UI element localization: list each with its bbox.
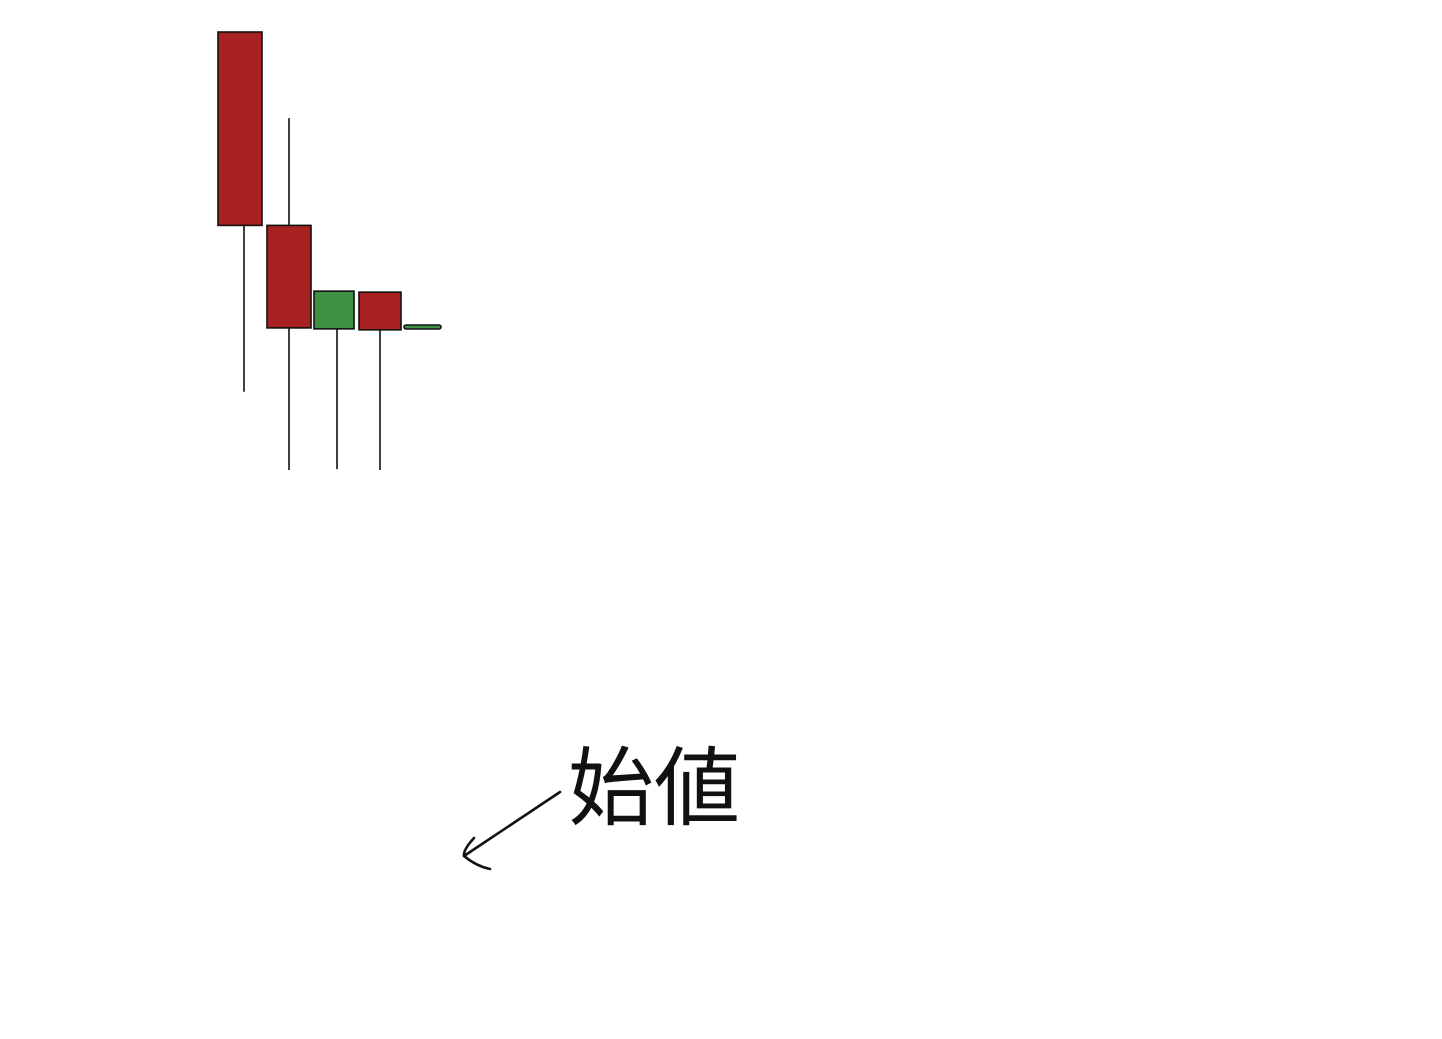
candle-3-body	[313, 290, 355, 330]
annotation-label: 始値	[568, 739, 740, 839]
candle-1-body	[217, 31, 263, 227]
candle-4-body	[358, 291, 402, 331]
annotation-arrow-shaft	[462, 790, 562, 858]
candles-group	[217, 31, 442, 471]
annotation-arrow-head	[462, 836, 492, 871]
candle-2-body	[266, 224, 312, 329]
candle-5-body	[403, 324, 442, 330]
open-price-annotation: 始値	[462, 739, 740, 871]
